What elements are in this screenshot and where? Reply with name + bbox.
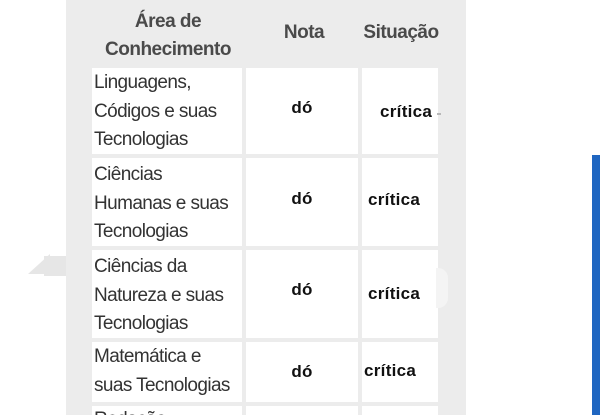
row-3-grade-value: dó [291,280,313,299]
row-4-grade-value: dó [291,362,313,381]
row-2-grade-value: dó [291,189,313,208]
row-1-area: Linguagens, Códigos e suas Tecnologias [92,68,242,154]
row-3-status: crítica [362,250,438,338]
row-3-status-value: crítica [368,284,421,303]
row-4-status-value: crítica [364,361,417,380]
row-3-area-label: Ciências da Natureza e suas Tecnologias [94,256,224,334]
edge-bulge [436,268,448,308]
row-2-grade: dó [246,158,358,246]
row-1-grade-value: dó [291,98,313,117]
row-4-area-label: Matemática e suas Tecnologias [94,346,230,396]
left-gutter [0,0,68,415]
accent-bar [592,155,600,415]
row-2-status: crítica [362,158,438,246]
header-area: Área de Conhecimento [105,11,231,60]
header-status: Situação [363,22,439,43]
row-2-status-value: crítica [368,190,421,209]
row-5-status [362,406,438,415]
row-2-area: Ciências Humanas e suas Tecnologias [92,158,242,246]
row-5-area-label: Redação [94,406,242,415]
row-4-area: Matemática e suas Tecnologias [92,342,242,402]
row-1-status-value: crítica [380,102,433,121]
edge-mark [437,113,441,115]
row-4-grade: dó [246,342,358,402]
row-4-status: crítica [362,342,438,402]
row-2-area-label: Ciências Humanas e suas Tecnologias [94,164,229,242]
speech-bubble-tail-fill [44,256,66,276]
row-5-grade [246,406,358,415]
header-grade: Nota [283,22,325,43]
row-3-area: Ciências da Natureza e suas Tecnologias [92,250,242,338]
row-3-grade: dó [246,250,358,338]
row-5-area: Redação [92,406,242,415]
row-1-status: crítica [362,68,438,154]
row-1-grade: dó [246,68,358,154]
row-1-area-label: Linguagens, Códigos e suas Tecnologias [94,72,217,150]
